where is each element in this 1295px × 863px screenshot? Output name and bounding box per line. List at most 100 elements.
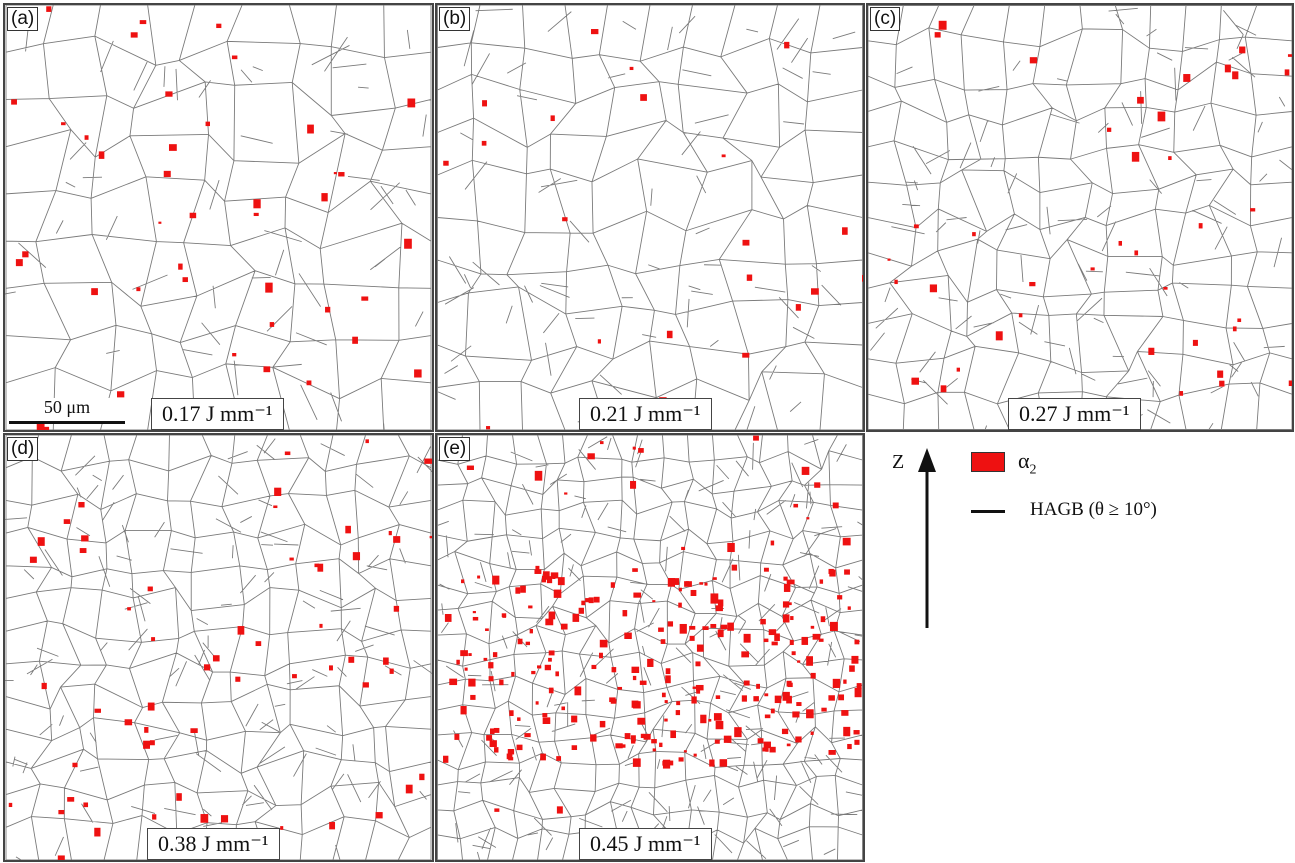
alpha2-particle — [769, 746, 776, 753]
alpha2-particle — [1157, 111, 1166, 122]
scale-bar: 50 μm — [9, 397, 125, 424]
alpha2-particle — [152, 814, 157, 820]
alpha2-particle — [375, 812, 383, 819]
alpha2-particle — [525, 641, 531, 646]
alpha2-particle — [938, 20, 947, 30]
alpha2-particle — [494, 747, 499, 753]
alpha2-particle — [1107, 127, 1112, 132]
alpha2-particle — [362, 682, 369, 688]
alpha2-particle — [782, 614, 790, 623]
alpha2-particle — [746, 274, 753, 281]
alpha2-particle — [489, 728, 495, 735]
build-direction-arrow-icon — [918, 448, 936, 628]
alpha2-particle — [61, 122, 66, 126]
alpha2-particle — [652, 600, 656, 603]
alpha2-particle — [553, 589, 562, 598]
alpha2-particle — [1018, 313, 1023, 318]
ebsd-panel-b: (b) 0.21 J mm⁻¹ — [435, 3, 865, 432]
alpha2-particle — [574, 686, 582, 696]
alpha2-particle — [763, 567, 769, 572]
alpha2-particle — [486, 426, 491, 430]
alpha2-particle — [365, 439, 369, 444]
energy-density-label: 0.27 J mm⁻¹ — [1008, 398, 1141, 430]
grain-boundaries — [437, 435, 863, 860]
energy-density-label: 0.38 J mm⁻¹ — [147, 828, 280, 860]
alpha2-particle — [307, 124, 314, 134]
alpha2-particle — [1029, 57, 1038, 64]
alpha2-particle — [274, 487, 282, 496]
alpha2-particle — [404, 238, 412, 249]
alpha2-particle — [782, 601, 790, 608]
alpha2-particle — [466, 465, 474, 470]
alpha2-particle — [501, 613, 507, 618]
alpha2-particle — [741, 695, 747, 702]
alpha2-particle — [801, 636, 809, 645]
alpha2-particle — [548, 687, 554, 694]
alpha2-particle — [314, 563, 319, 568]
alpha2-particle — [486, 735, 493, 741]
alpha2-particle — [796, 702, 802, 707]
alpha2-particle — [15, 259, 23, 267]
alpha2-particle — [1134, 250, 1139, 256]
alpha2-particle — [670, 730, 676, 739]
alpha2-particle — [1029, 281, 1036, 287]
alpha2-particle — [854, 739, 860, 745]
alpha2-particle — [665, 675, 671, 684]
alpha2-particle — [786, 743, 791, 747]
alpha2-particle — [29, 556, 37, 563]
alpha2-particle — [1179, 391, 1184, 396]
alpha2-particle — [689, 625, 696, 630]
alpha2-particle — [629, 66, 634, 71]
alpha2-particle — [639, 680, 647, 685]
alpha2-particle — [534, 470, 543, 481]
alpha2-particle — [444, 613, 452, 622]
alpha2-particle — [8, 802, 13, 808]
alpha2-particle — [851, 655, 859, 664]
alpha2-particle — [828, 695, 835, 701]
alpha2-particle — [847, 606, 851, 610]
alpha2-particle — [678, 602, 682, 608]
alpha2-particle — [205, 121, 210, 127]
alpha2-particle — [470, 694, 476, 700]
alpha2-particle — [83, 802, 89, 808]
alpha2-particle — [58, 809, 65, 815]
alpha2-particle — [203, 664, 211, 671]
alpha2-particle — [472, 616, 479, 621]
alpha2-swatch — [971, 452, 1005, 472]
alpha2-particle — [232, 353, 237, 357]
alpha2-particle — [630, 480, 637, 489]
alpha2-particle — [940, 385, 947, 393]
alpha2-particle — [454, 733, 460, 740]
panel-label: (e) — [439, 437, 471, 461]
alpha2-particle — [488, 676, 494, 682]
alpha2-particle — [783, 583, 791, 592]
alpha2-particle — [689, 635, 695, 641]
alpha2-particle — [811, 288, 819, 295]
alpha2-particle — [934, 32, 941, 38]
alpha2-particle — [599, 639, 608, 648]
alpha2-particle — [652, 748, 657, 752]
alpha2-particle — [814, 482, 821, 488]
alpha2-particle — [329, 821, 336, 830]
alpha2-particle — [492, 652, 498, 658]
alpha2-particle — [163, 170, 171, 178]
alpha2-particle — [524, 733, 531, 738]
alpha2-particle — [190, 728, 198, 733]
alpha2-particle — [429, 535, 432, 539]
ebsd-panel-c: (c) 0.27 J mm⁻¹ — [866, 3, 1294, 432]
alpha2-particle — [783, 576, 788, 581]
alpha2-particle — [468, 678, 476, 687]
alpha2-particle — [674, 578, 680, 585]
alpha2-particle — [640, 733, 645, 739]
alpha2-particle — [1163, 287, 1168, 290]
alpha2-particle — [710, 623, 717, 628]
alpha2-particle — [720, 624, 728, 630]
alpha2-particle — [632, 675, 637, 681]
alpha2-particle — [414, 369, 422, 378]
alpha2-particle — [765, 747, 769, 752]
alpha2-particle — [664, 718, 668, 722]
alpha2-particle — [178, 263, 183, 270]
alpha2-particle — [581, 600, 586, 606]
scale-bar-line — [9, 421, 125, 424]
alpha2-particle — [624, 632, 632, 639]
